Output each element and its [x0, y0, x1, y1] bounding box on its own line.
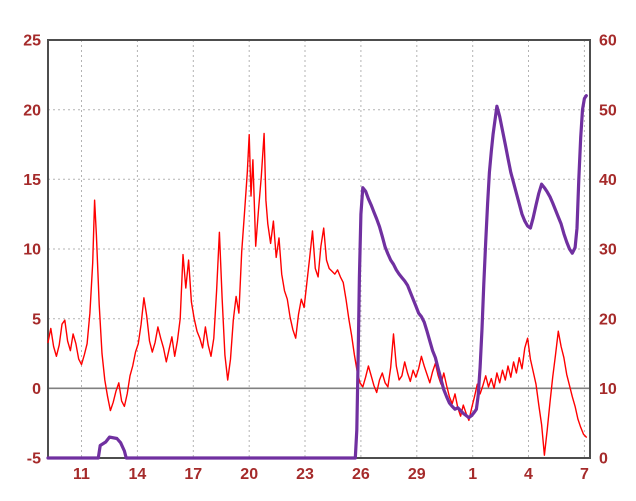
y-right-tick-label: 50: [599, 102, 617, 119]
snow-depth-line: [46, 94, 588, 460]
y-left-tick-label: 20: [23, 102, 41, 119]
x-tick-label: 14: [129, 466, 147, 483]
x-tick-label: 20: [240, 466, 258, 483]
x-tick-label: 11: [73, 466, 90, 483]
y-left-tick-label: 25: [23, 33, 41, 50]
y-left-tick-label: -5: [27, 451, 41, 468]
y-right-tick-label: 10: [599, 381, 617, 398]
y-right-tick-label: 20: [599, 311, 617, 328]
y-left-tick-label: 10: [23, 242, 41, 259]
y-left-tick-label: 5: [32, 311, 41, 328]
x-tick-label: 26: [352, 466, 370, 483]
y-right-tick-label: 40: [599, 172, 617, 189]
x-tick-label: 4: [524, 466, 533, 483]
other-than-snow-line: [47, 132, 587, 456]
y-right-tick-label: 60: [599, 33, 617, 50]
y-right-tick-label: 0: [599, 451, 608, 468]
x-tick-label: 29: [408, 466, 426, 483]
x-tick-label: 7: [580, 466, 589, 483]
x-tick-label: 23: [296, 466, 314, 483]
x-tick-label: 17: [184, 466, 202, 483]
x-tick-label: 1: [468, 466, 477, 483]
y-left-tick-label: 0: [32, 381, 41, 398]
y-left-tick-label: 15: [23, 172, 41, 189]
y-right-tick-label: 30: [599, 242, 617, 259]
